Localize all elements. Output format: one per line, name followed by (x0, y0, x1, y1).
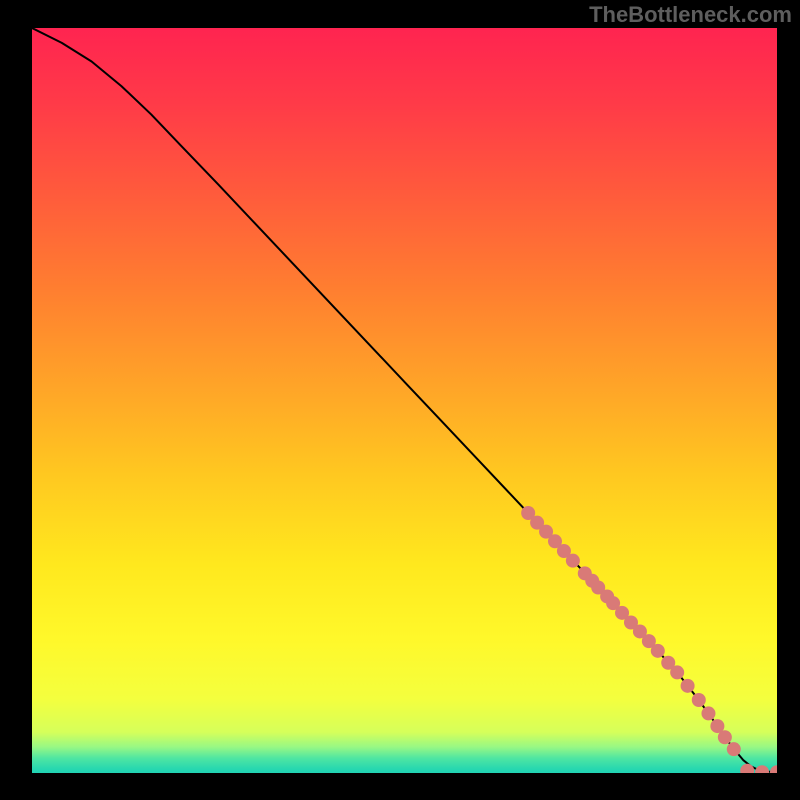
chart-marker (727, 742, 741, 756)
chart-plot-area (32, 28, 777, 773)
chart-marker (670, 665, 684, 679)
chart-marker (718, 730, 732, 744)
watermark-text: TheBottleneck.com (589, 2, 792, 28)
chart-svg (32, 28, 777, 773)
chart-marker (692, 693, 706, 707)
chart-marker (566, 554, 580, 568)
chart-marker (681, 679, 695, 693)
chart-marker (701, 706, 715, 720)
chart-marker (651, 644, 665, 658)
